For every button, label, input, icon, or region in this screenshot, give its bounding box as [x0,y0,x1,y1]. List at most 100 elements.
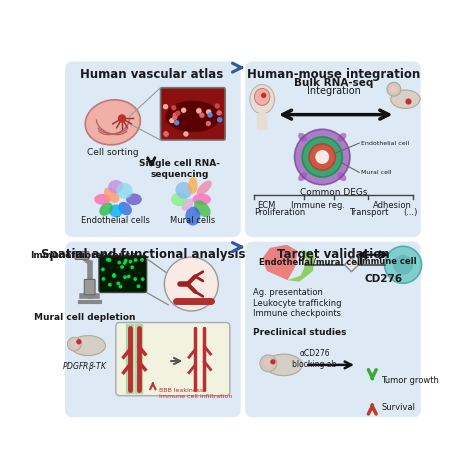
Ellipse shape [100,202,113,216]
Circle shape [108,258,111,262]
Text: Proliferation: Proliferation [254,208,306,217]
Circle shape [141,277,145,281]
Circle shape [106,258,109,262]
Circle shape [133,277,137,281]
Circle shape [294,129,350,185]
Ellipse shape [175,182,192,199]
Circle shape [206,109,211,115]
FancyBboxPatch shape [75,252,89,259]
Circle shape [163,131,169,137]
Circle shape [140,258,144,262]
Circle shape [67,337,81,351]
Ellipse shape [117,182,133,199]
Circle shape [315,150,329,164]
Circle shape [309,144,335,170]
Ellipse shape [71,336,106,356]
Text: $PDGFR\beta$-TK: $PDGFR\beta$-TK [62,360,108,373]
Ellipse shape [171,192,187,206]
Text: Adhesion: Adhesion [373,201,411,210]
Ellipse shape [182,199,194,211]
Ellipse shape [126,193,142,205]
Ellipse shape [108,180,124,193]
Text: ECM: ECM [257,201,276,210]
Circle shape [183,131,189,137]
Circle shape [302,137,342,177]
Circle shape [270,359,276,365]
Circle shape [171,105,176,110]
Circle shape [196,109,201,114]
FancyBboxPatch shape [161,88,225,140]
Text: Immune cell: Immune cell [358,257,416,266]
Circle shape [101,277,105,281]
FancyBboxPatch shape [245,242,421,417]
Ellipse shape [104,187,119,203]
Circle shape [101,267,105,271]
Ellipse shape [250,84,274,114]
Ellipse shape [94,194,110,205]
Circle shape [169,118,174,123]
Text: Common DEGs: Common DEGs [300,188,367,197]
Circle shape [128,260,132,264]
Circle shape [134,258,137,262]
Circle shape [123,275,127,279]
Circle shape [181,108,186,113]
Ellipse shape [337,133,346,142]
Circle shape [164,257,219,311]
Text: Mural cell: Mural cell [361,170,391,175]
Ellipse shape [391,90,420,109]
FancyBboxPatch shape [245,62,421,237]
Text: Target validation: Target validation [277,248,390,261]
Polygon shape [345,258,358,272]
Text: Human vascular atlas: Human vascular atlas [80,68,223,82]
Circle shape [384,246,421,283]
Circle shape [172,115,177,120]
Text: Endothelial cell: Endothelial cell [361,141,409,146]
Circle shape [120,265,124,269]
Ellipse shape [85,100,140,145]
Circle shape [108,283,112,287]
FancyBboxPatch shape [84,279,95,295]
Text: (...): (...) [403,208,418,217]
Text: Endothelial/mural cell: Endothelial/mural cell [259,257,363,266]
Circle shape [199,112,205,118]
Circle shape [387,82,401,96]
Circle shape [261,93,266,98]
Text: Tumor growth: Tumor growth [382,376,439,385]
Ellipse shape [185,207,201,226]
Circle shape [264,359,273,368]
Text: CD276: CD276 [365,274,403,284]
Circle shape [390,85,398,93]
Circle shape [164,132,169,137]
Text: Ag. presentation: Ag. presentation [253,288,323,297]
Text: Immunofluorescence: Immunofluorescence [30,251,137,260]
Text: Spatial and functional analysis: Spatial and functional analysis [41,248,246,261]
Circle shape [112,274,116,278]
Text: Human-mouse integration: Human-mouse integration [247,68,420,82]
Text: Immune checkpoints: Immune checkpoints [253,310,341,319]
Ellipse shape [298,133,307,142]
Circle shape [196,108,202,113]
Circle shape [173,112,178,118]
Text: αCD276
blocking ab: αCD276 blocking ab [292,349,337,369]
Circle shape [123,261,127,265]
Text: Mural cells: Mural cells [170,216,216,225]
Circle shape [207,112,213,118]
Text: Bulk RNA-seq: Bulk RNA-seq [294,78,374,89]
Circle shape [217,110,222,116]
Ellipse shape [188,177,198,194]
Ellipse shape [165,101,220,132]
Text: Mural cell depletion: Mural cell depletion [34,312,136,321]
Circle shape [118,114,126,123]
Circle shape [117,282,120,285]
Circle shape [76,339,82,345]
Polygon shape [262,245,298,280]
Circle shape [112,273,116,277]
Circle shape [118,261,121,264]
Circle shape [206,121,211,126]
FancyBboxPatch shape [116,322,230,396]
Ellipse shape [192,193,211,205]
Ellipse shape [109,204,123,217]
Ellipse shape [118,202,132,215]
Circle shape [127,274,131,278]
Text: Preclinical studies: Preclinical studies [253,328,346,337]
